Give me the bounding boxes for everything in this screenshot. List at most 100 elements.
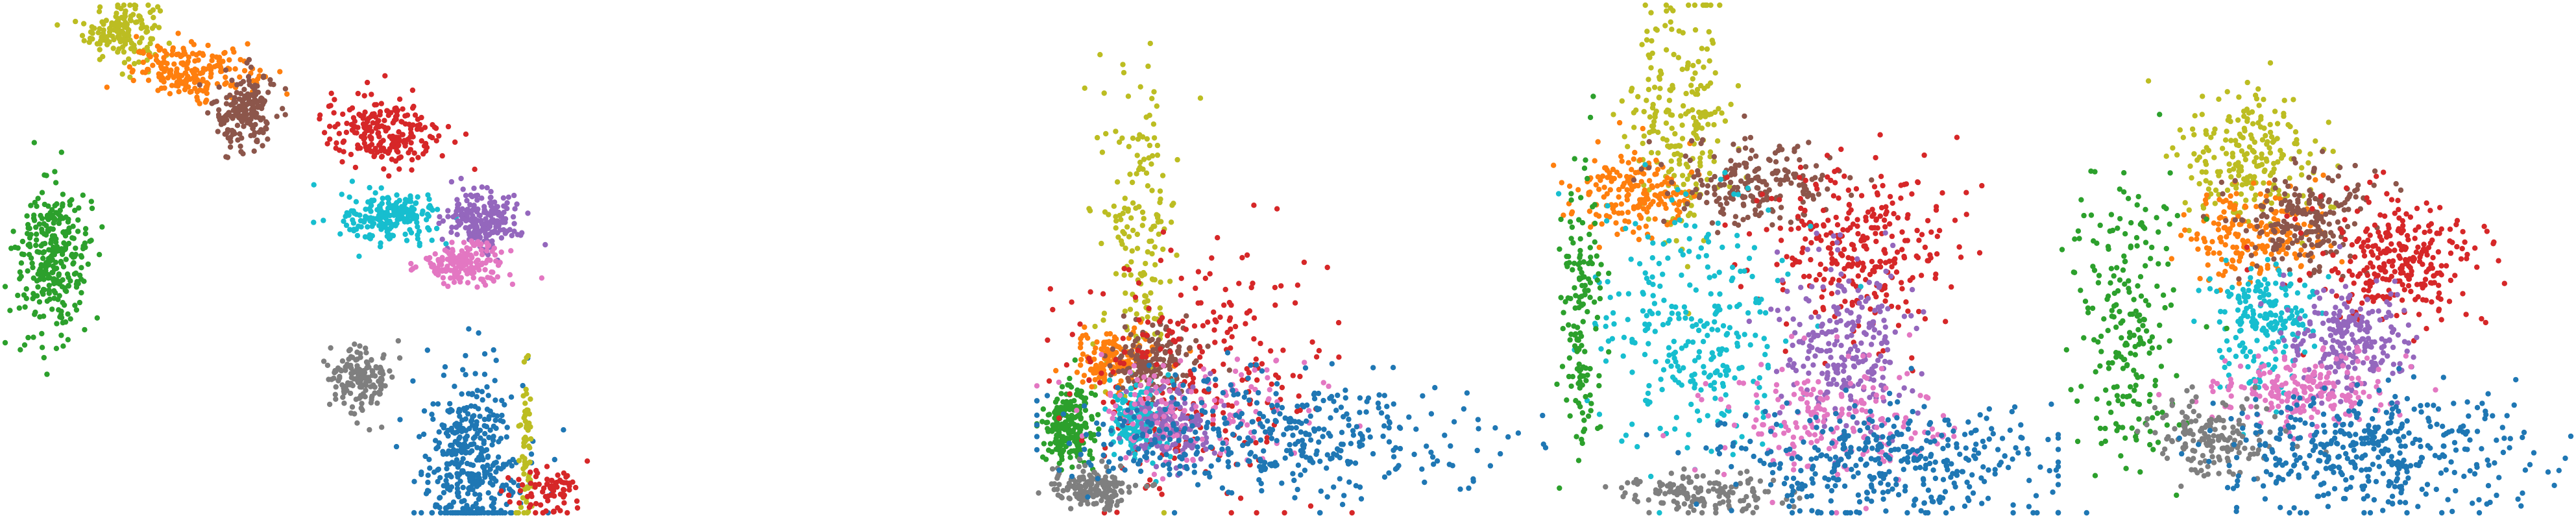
scatter-point [1464,390,1470,396]
scatter-point [1602,165,1608,171]
scatter-point [1274,381,1280,387]
scatter-point [1110,346,1115,352]
scatter-point [468,510,474,516]
scatter-point [1147,428,1153,435]
scatter-point [517,487,524,494]
scatter-point [1232,323,1239,330]
scatter-point [484,248,490,254]
scatter-point [464,433,470,439]
scatter-point [110,45,116,51]
scatter-point [1505,434,1511,440]
cluster-cyan [311,179,459,259]
scatter-point [516,423,522,429]
scatter-point [358,217,364,224]
scatter-point [521,443,527,449]
scatter-point [1153,341,1160,347]
scatter-point [72,208,78,214]
scatter-point [384,108,390,114]
scatter-point [36,221,42,227]
scatter-point [391,222,396,228]
scatter-point [36,299,43,305]
scatter-point [1307,503,1314,509]
scatter-point [1248,362,1254,368]
scatter-point [1320,397,1326,404]
scatter-point [1211,426,1217,432]
scatter-point [428,205,433,211]
scatter-point [354,363,360,369]
scatter-point [427,134,433,140]
scatter-point [1176,336,1182,342]
scatter-point [1442,432,1448,438]
scatter-point [1801,184,1807,190]
scatter-point [482,430,488,437]
scatter-point [489,208,494,214]
scatter-point [82,230,88,237]
scatter-point [463,211,470,217]
scatter-point [497,227,504,233]
scatter-point [1034,422,1040,428]
scatter-point [1599,173,1606,179]
scatter-point [347,390,354,397]
scatter-point [1206,386,1211,392]
scatter-point [1190,375,1197,381]
scatter-point [1422,479,1428,486]
scatter-point [1267,387,1272,393]
scatter-point [476,267,482,273]
scatter-point [15,292,21,299]
scatter-point [1128,259,1134,265]
scatter-point [341,386,346,391]
scatter-point [420,431,427,438]
scatter-point [396,96,403,102]
scatter-point [1110,399,1116,405]
scatter-point [1301,442,1307,448]
scatter-point [1201,378,1207,384]
scatter-point [1153,463,1160,470]
scatter-point [1357,395,1363,401]
scatter-point [499,412,505,419]
scatter-point [1160,378,1166,384]
scatter-point [1092,392,1099,398]
scatter-point [1049,481,1054,487]
scatter-point [1134,245,1141,251]
scatter-point [1742,113,1747,119]
scatter-point [1184,463,1189,470]
scatter-point [419,510,424,516]
scatter-point [53,180,59,186]
scatter-point [284,91,290,97]
scatter-point [31,217,38,223]
scatter-point [1100,452,1106,458]
scatter-point [58,308,64,314]
scatter-point [411,216,417,221]
scatter-point [472,166,478,172]
scatter-point [1321,426,1327,432]
scatter-point [65,311,71,317]
scatter-point [1348,441,1354,447]
scatter-point [48,240,54,246]
scatter-point [89,205,95,212]
scatter-point [1274,206,1280,212]
scatter-point [406,150,411,156]
scatter-point [424,145,430,151]
scatter-point [1386,439,1392,445]
scatter-point [204,90,210,96]
scatter-point [1115,369,1122,375]
scatter-point [372,102,378,108]
scatter-point [121,32,127,38]
scatter-point [82,226,89,232]
scatter-point [1647,114,1653,120]
scatter-point [1045,412,1051,418]
scatter-point [340,140,346,145]
scatter-point [1226,463,1232,470]
scatter-point [1128,332,1134,338]
scatter-point [474,284,480,290]
scatter-point [1302,365,1309,371]
scatter-point [1168,247,1174,253]
scatter-point [370,369,376,375]
scatter-point [1166,362,1172,369]
scatter-point [111,36,117,43]
scatter-point [347,382,353,388]
scatter-point [441,483,446,489]
scatter-point [31,140,37,145]
scatter-point [333,396,339,402]
scatter-point [79,32,86,38]
